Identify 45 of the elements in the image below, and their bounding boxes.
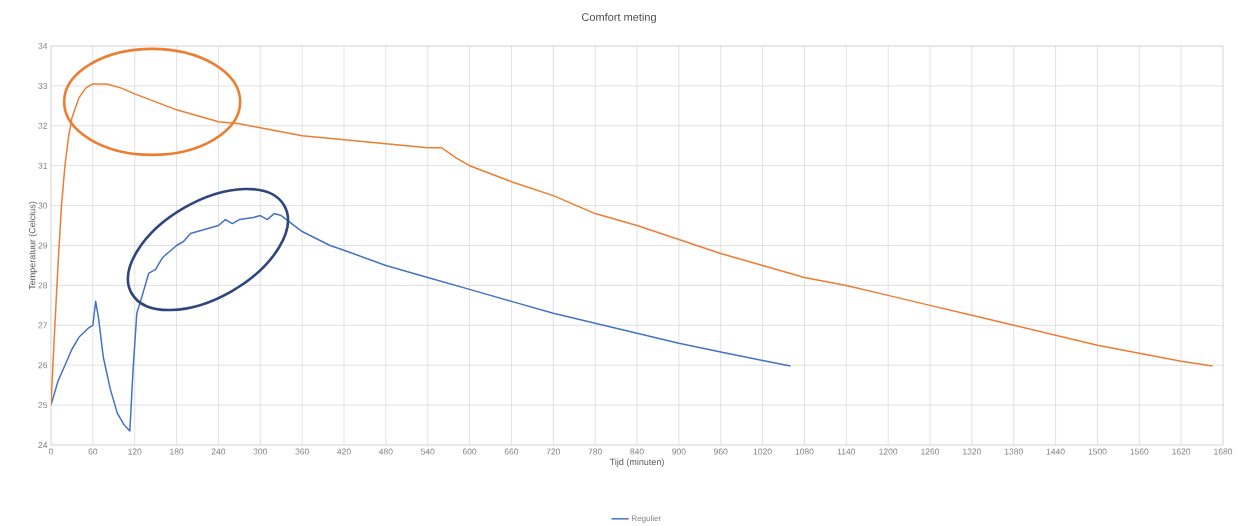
x-tick-label: 840: [630, 448, 644, 455]
line-series: [51, 212, 792, 432]
x-tick-label: 180: [170, 448, 184, 455]
x-tick-label: 600: [462, 448, 477, 455]
x-tick-label: 960: [714, 448, 728, 455]
x-tick-label: 660: [504, 448, 519, 455]
x-tick-label: 1140: [837, 448, 856, 455]
x-tick-label: 480: [378, 448, 393, 455]
x-tick-label: 360: [295, 448, 309, 455]
x-tick-label: 1080: [795, 448, 814, 455]
chart-title: Comfort meting: [581, 12, 656, 23]
y-tick-label: 31: [38, 162, 48, 169]
x-tick-label: 1200: [879, 448, 898, 455]
x-tick-label: 1620: [1172, 448, 1191, 455]
x-tick-label: 240: [211, 448, 226, 455]
x-tick-label: 120: [128, 448, 142, 455]
x-tick-label: 60: [88, 448, 98, 455]
y-tick-label: 25: [38, 401, 48, 408]
x-tick-label: 1020: [753, 448, 772, 455]
y-tick-label: 33: [38, 82, 48, 89]
x-tick-label: 1260: [921, 448, 940, 455]
x-tick-label: 540: [420, 448, 435, 455]
x-tick-label: 0: [48, 448, 54, 455]
y-tick-label: 30: [38, 202, 48, 209]
legend-label: Regulier: [632, 514, 662, 523]
x-tick-label: 1560: [1130, 448, 1149, 455]
x-axis-title: Tijd (minuten): [609, 458, 664, 467]
y-tick-label: 24: [38, 441, 48, 448]
y-tick-label: 34: [38, 42, 48, 49]
y-tick-label: 26: [38, 361, 48, 368]
x-tick-label: 720: [546, 448, 561, 455]
x-tick-label: 780: [588, 448, 602, 455]
y-axis-title: Temperatuur (Celcius): [28, 201, 38, 290]
y-tick-label: 32: [38, 122, 48, 129]
y-tick-label: 28: [38, 282, 48, 289]
x-tick-label: 1380: [1004, 448, 1023, 455]
x-tick-label: 300: [253, 448, 268, 455]
x-tick-label: 1680: [1214, 448, 1233, 455]
x-tick-label: 900: [672, 448, 686, 455]
y-tick-label: 27: [38, 322, 48, 329]
y-tick-label: 29: [38, 242, 48, 249]
x-tick-label: 1440: [1046, 448, 1065, 455]
x-tick-label: 1500: [1088, 448, 1107, 455]
x-tick-label: 1320: [963, 448, 981, 455]
x-tick-label: 420: [337, 448, 351, 455]
